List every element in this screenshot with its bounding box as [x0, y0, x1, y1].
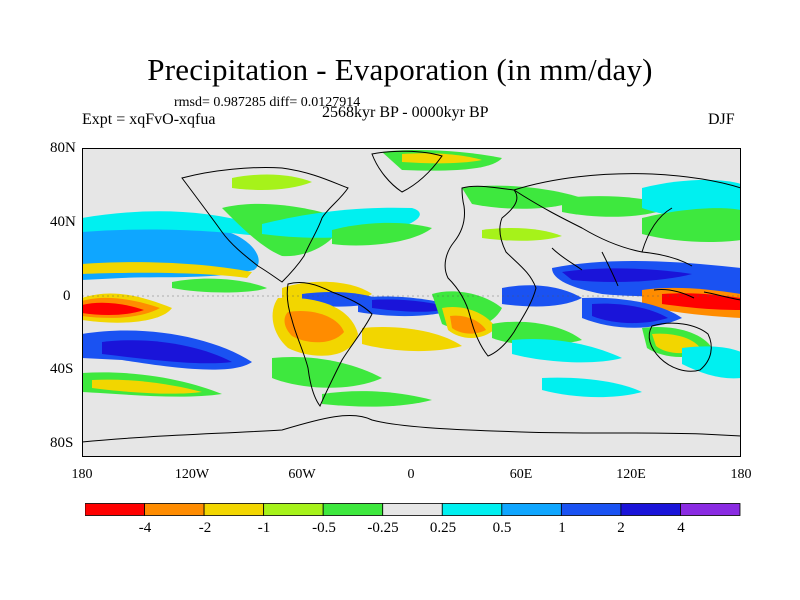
- sahara-yellow-green: [482, 228, 562, 241]
- indian-ocean-green: [492, 321, 582, 346]
- coastlines: [82, 150, 741, 443]
- colorbar-box: [203, 503, 265, 516]
- colorbar-box: [322, 503, 384, 516]
- season-label: DJF: [708, 111, 735, 128]
- coast-greenland: [371, 150, 443, 193]
- lon-label-180w: 180: [71, 467, 93, 482]
- rmsd-diff-stats: rmsd= 0.987285 diff= 0.0127914: [174, 95, 361, 110]
- coast-australia: [648, 322, 712, 372]
- colorbar-label: -0.25: [367, 520, 399, 536]
- colorbar-box: [501, 503, 562, 516]
- southern-ocean-green: [322, 391, 432, 407]
- indian-ocean-east-dark: [592, 303, 668, 324]
- southern-ocean-cyan: [542, 377, 642, 398]
- europe-green: [462, 185, 582, 209]
- colorbar-label: 0.5: [492, 520, 512, 536]
- colorbar-label: -1: [257, 520, 271, 536]
- brazil-orange: [284, 310, 344, 343]
- colorbar-label: 2: [617, 520, 625, 536]
- plot-title: Precipitation - Evaporation (in mm/day): [147, 52, 653, 87]
- greenland-yellow: [402, 153, 482, 164]
- lat-label-40s: 40S: [50, 361, 74, 377]
- period-label: 2568kyr BP - 0000kyr BP: [322, 104, 489, 121]
- colorbar: [85, 503, 741, 516]
- maritime-red: [662, 293, 741, 310]
- colorbar-box: [441, 503, 503, 516]
- colorbar-box: [560, 503, 622, 516]
- contour-fill-layer: [82, 148, 741, 457]
- colorbar-label: -0.5: [312, 520, 336, 536]
- south-pacific-red: [82, 302, 144, 315]
- coast-north-america: [181, 166, 349, 283]
- lat-label-80s: 80S: [50, 435, 74, 451]
- pe-anomaly-map: [82, 148, 741, 457]
- west-pacific-dark-blue: [562, 268, 692, 282]
- colorbar-box: [680, 503, 741, 516]
- coast-maritime-continent: [653, 289, 741, 301]
- colorbar-box: [263, 503, 324, 516]
- africa-orange: [450, 315, 486, 334]
- south-pacific-yellow-2: [92, 379, 202, 394]
- lon-label-0: 0: [407, 467, 415, 482]
- lon-label-120e: 120E: [616, 467, 646, 482]
- coast-eurasia: [513, 173, 741, 267]
- coast-europe-africa: [444, 185, 537, 357]
- pacific-yellow-strip: [82, 262, 252, 278]
- kuroshio-green: [642, 208, 741, 242]
- argentina-green: [272, 356, 382, 388]
- coast-arabia-india: [551, 247, 619, 287]
- colorbar-box: [85, 503, 145, 516]
- colorbar-label: 0.25: [429, 520, 457, 536]
- lon-label-180e: 180: [730, 467, 752, 482]
- coast-antarctica: [82, 414, 741, 443]
- lon-label-60w: 60W: [288, 467, 316, 482]
- lon-label-60e: 60E: [509, 467, 533, 482]
- colorbar-label: 1: [558, 520, 566, 536]
- lat-label-40n: 40N: [50, 214, 76, 230]
- colorbar-boxes: [85, 503, 741, 516]
- lat-label-0: 0: [63, 288, 71, 304]
- colorbar-box: [144, 503, 205, 516]
- south-pacific-dark-blue: [102, 340, 232, 364]
- south-indian-cyan: [512, 338, 622, 363]
- colorbar-label: -2: [198, 520, 212, 536]
- experiment-label: Expt = xqFvO-xqfua: [82, 111, 216, 128]
- colorbar-label: 4: [677, 520, 685, 536]
- lon-label-120w: 120W: [174, 467, 210, 482]
- colorbar-box: [382, 503, 443, 516]
- coast-south-america: [286, 281, 373, 407]
- lat-label-80n: 80N: [50, 140, 76, 156]
- east-pacific-green: [172, 278, 267, 293]
- north-pacific-cyan: [82, 211, 272, 238]
- atlantic-green: [332, 222, 432, 246]
- colorbar-box: [620, 503, 681, 516]
- colorbar-label: -4: [138, 520, 152, 536]
- arctic-yellow-green: [232, 174, 312, 190]
- south-atlantic-dark-blue: [372, 299, 452, 312]
- south-atlantic-yellow: [362, 326, 462, 352]
